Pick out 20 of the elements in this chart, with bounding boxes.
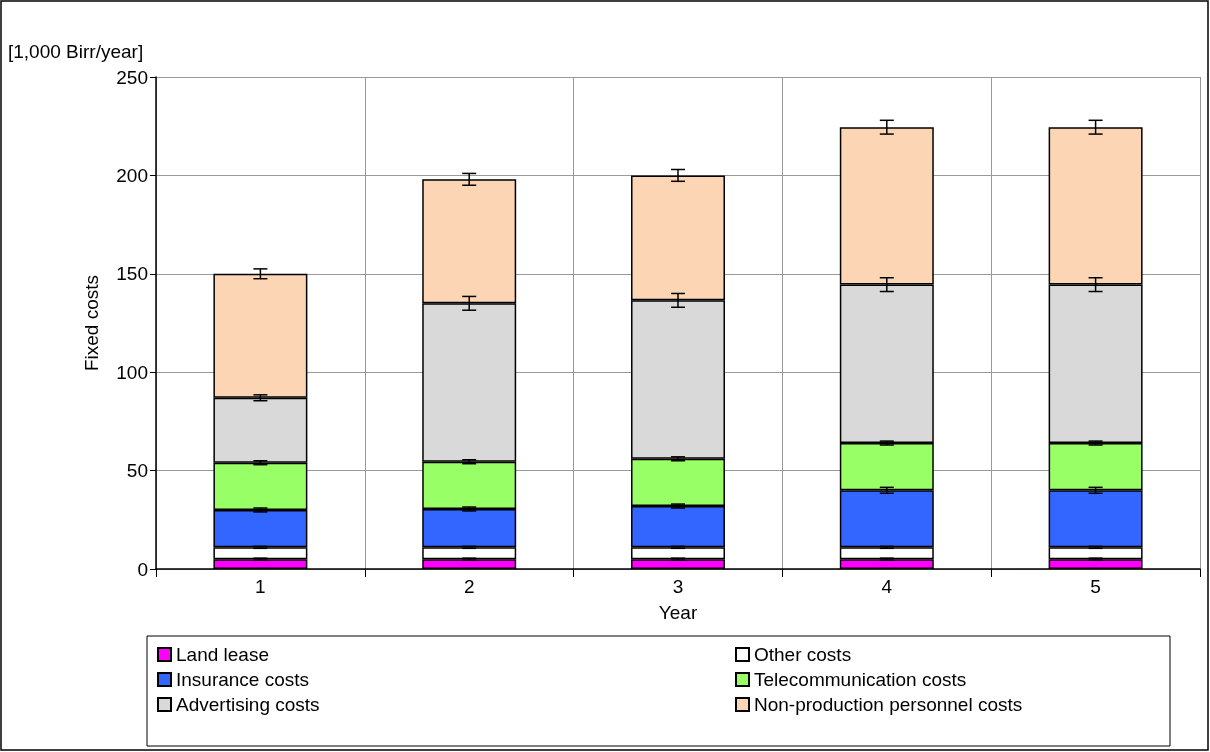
legend-label: Advertising costs [176,694,320,715]
x-tick-label: 3 [672,576,684,597]
x-tick-label: 4 [881,576,893,597]
x-axis-title: Year [658,602,698,623]
y-axis-title: Fixed costs [81,274,102,372]
x-tick-label: 1 [255,576,266,597]
legend-label: Other costs [754,644,852,665]
y-tick-label: 100 [116,361,148,383]
legend-label: Land lease [176,644,269,665]
legend-label: Non-production personnel costs [754,694,1023,715]
y-tick-label: 200 [116,164,148,186]
y-tick-label: 0 [137,558,148,580]
legend-label: Telecommunication costs [754,669,967,690]
y-tick-label: 50 [126,460,148,482]
x-tick-label: 5 [1090,576,1101,597]
legend-label: Insurance costs [176,669,310,690]
y-tick-label: 150 [116,263,148,285]
text: [1,000 Birr/year] [8,41,144,62]
x-tick-label: 2 [463,576,475,597]
y-tick-label: 250 [116,66,148,88]
